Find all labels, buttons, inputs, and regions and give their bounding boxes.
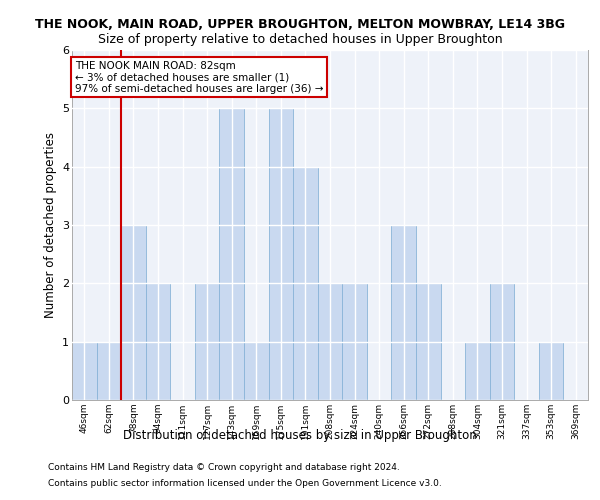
Bar (72, 342, 97, 400)
Bar (391, 225, 416, 400)
Text: Distribution of detached houses by size in Upper Broughton: Distribution of detached houses by size … (123, 428, 477, 442)
Bar (244, 342, 269, 400)
Bar (146, 284, 170, 400)
Bar (490, 284, 514, 400)
Text: THE NOOK, MAIN ROAD, UPPER BROUGHTON, MELTON MOWBRAY, LE14 3BG: THE NOOK, MAIN ROAD, UPPER BROUGHTON, ME… (35, 18, 565, 30)
Bar (293, 166, 318, 400)
Y-axis label: Number of detached properties: Number of detached properties (44, 132, 56, 318)
Bar (195, 284, 220, 400)
Text: Contains HM Land Registry data © Crown copyright and database right 2024.: Contains HM Land Registry data © Crown c… (48, 464, 400, 472)
Bar (318, 284, 342, 400)
Bar (465, 342, 490, 400)
Bar (416, 284, 440, 400)
Bar (539, 342, 563, 400)
Bar (121, 225, 146, 400)
Text: Size of property relative to detached houses in Upper Broughton: Size of property relative to detached ho… (98, 32, 502, 46)
Text: THE NOOK MAIN ROAD: 82sqm
← 3% of detached houses are smaller (1)
97% of semi-de: THE NOOK MAIN ROAD: 82sqm ← 3% of detach… (74, 60, 323, 94)
Bar (220, 108, 244, 400)
Text: Contains public sector information licensed under the Open Government Licence v3: Contains public sector information licen… (48, 478, 442, 488)
Bar (342, 284, 367, 400)
Bar (97, 342, 121, 400)
Bar (269, 108, 293, 400)
